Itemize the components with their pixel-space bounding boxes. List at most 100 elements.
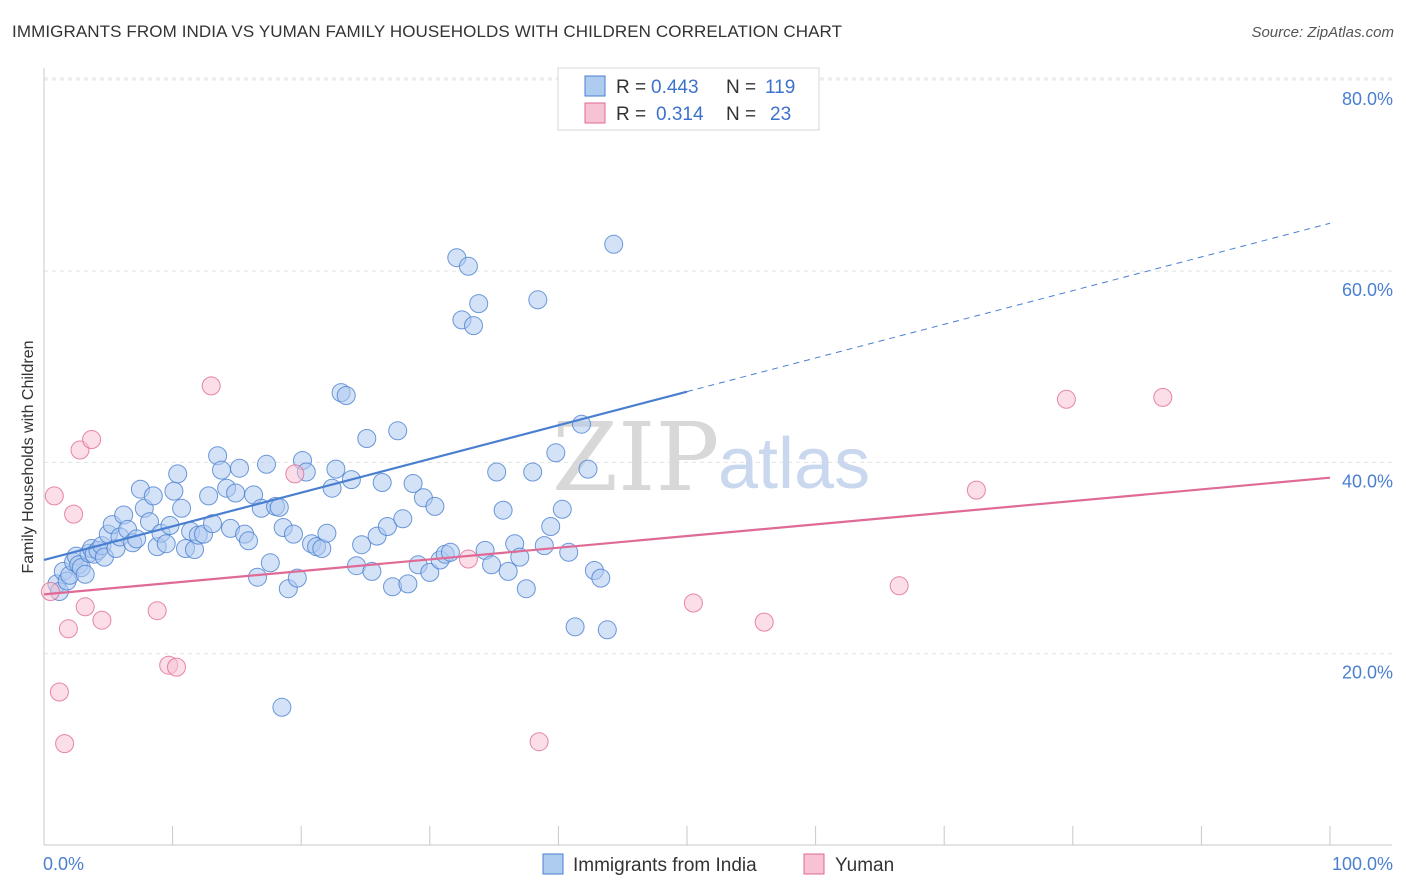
point-india-108	[546, 443, 566, 463]
watermark: ZIP atlas	[552, 403, 870, 513]
point-india-83	[403, 474, 423, 493]
x-tick-label-min: 0.0%	[43, 854, 84, 874]
point-india-115	[591, 568, 611, 588]
x-tick-label-max: 100.0%	[1332, 854, 1393, 874]
point-india-77	[372, 473, 392, 492]
x-ticks	[172, 826, 1331, 845]
point-yuman-12	[201, 376, 221, 396]
y-tick-label-60: 60.0%	[1342, 280, 1393, 300]
legend-swatch-india	[584, 75, 606, 97]
point-india-73	[352, 535, 372, 555]
point-yuman-17	[754, 612, 774, 632]
legend-n-label-india: N =	[726, 77, 756, 98]
point-india-75	[362, 561, 382, 581]
point-india-107	[541, 517, 561, 536]
legend-n-label-yuman: N =	[726, 104, 756, 125]
trend-lines	[43, 222, 1331, 596]
point-india-103	[516, 579, 536, 599]
legend-r-value-yuman: 0.314	[656, 104, 704, 125]
axes	[43, 68, 1392, 846]
legend-r-value-india: 0.443	[651, 77, 699, 98]
point-india-32	[164, 481, 184, 501]
legend-n-value-yuman: 23	[770, 104, 791, 125]
point-india-87	[425, 496, 445, 516]
point-india-46	[226, 483, 246, 503]
legend-n-value-india: 119	[765, 77, 795, 98]
point-india-78	[377, 517, 397, 536]
watermark-atlas: atlas	[718, 424, 870, 504]
point-india-40	[199, 486, 219, 506]
point-india-47	[230, 458, 249, 478]
point-yuman-16	[683, 593, 703, 613]
point-india-100	[498, 561, 518, 581]
point-yuman-7	[82, 430, 102, 449]
point-india-9	[75, 564, 95, 584]
trend-line-india	[43, 390, 688, 562]
point-yuman-1	[49, 682, 69, 702]
point-yuman-3	[58, 619, 78, 639]
point-india-86	[420, 562, 440, 582]
point-india-93	[458, 256, 478, 276]
point-india-59	[284, 524, 303, 544]
point-india-51	[248, 567, 267, 587]
point-india-60	[287, 568, 307, 588]
point-india-33	[168, 464, 188, 484]
bottom-legend: Immigrants from India Yuman	[542, 853, 894, 876]
y-axis-title: Family Households with Children	[20, 341, 37, 574]
point-india-41	[203, 514, 222, 534]
point-india-98	[487, 462, 507, 482]
point-yuman-15	[529, 732, 549, 752]
point-yuman-0	[44, 486, 64, 506]
point-india-80	[388, 421, 408, 441]
point-india-116	[597, 620, 617, 640]
y-tick-label-40: 40.0%	[1342, 471, 1393, 491]
point-india-104	[523, 462, 543, 482]
y-tick-label-80: 80.0%	[1342, 89, 1393, 109]
point-yuman-22	[40, 582, 60, 601]
point-india-97	[482, 555, 501, 575]
point-india-30	[156, 534, 176, 554]
point-india-117	[604, 234, 624, 254]
point-india-118	[272, 697, 292, 717]
y-tick-labels: 20.0% 40.0% 60.0% 80.0%	[1342, 89, 1393, 683]
point-yuman-4	[64, 504, 84, 524]
point-india-26	[140, 512, 159, 532]
point-yuman-8	[92, 610, 112, 630]
point-yuman-14	[458, 549, 478, 569]
point-india-106	[534, 536, 554, 556]
bottom-legend-swatch-india	[542, 853, 564, 875]
trend-line-yuman	[43, 476, 1331, 596]
bottom-legend-label-yuman: Yuman	[835, 855, 894, 876]
point-yuman-20	[1056, 389, 1076, 409]
point-india-23	[127, 529, 147, 549]
stats-legend: R = 0.443 N = 119 R = 0.314 N = 23	[557, 67, 820, 131]
point-india-34	[172, 498, 192, 518]
legend-r-label-india: R =	[616, 77, 646, 98]
point-india-109	[552, 499, 572, 519]
point-india-54	[260, 553, 280, 573]
point-yuman-13	[285, 464, 305, 484]
point-yuman-19	[966, 480, 986, 500]
point-yuman-21	[1153, 387, 1173, 407]
source-label: Source: ZipAtlas.com	[1251, 24, 1394, 41]
point-yuman-2	[55, 734, 75, 754]
point-yuman-18	[889, 576, 909, 596]
grid-lines	[44, 77, 1392, 655]
point-yuman-6	[75, 597, 95, 617]
point-india-70	[336, 386, 356, 405]
point-india-43	[212, 460, 231, 480]
data-points	[40, 234, 1173, 754]
bottom-legend-label-india: Immigrants from India	[573, 855, 757, 876]
legend-swatch-yuman	[584, 102, 606, 124]
point-india-81	[393, 509, 413, 529]
point-yuman-11	[167, 657, 186, 677]
point-india-27	[143, 486, 163, 506]
point-india-49	[239, 531, 258, 551]
legend-r-label-yuman: R =	[616, 104, 646, 125]
point-india-94	[464, 316, 483, 336]
bottom-legend-swatch-yuman	[803, 853, 825, 875]
point-india-99	[493, 500, 513, 520]
point-india-111	[565, 617, 585, 637]
point-india-82	[398, 574, 418, 594]
